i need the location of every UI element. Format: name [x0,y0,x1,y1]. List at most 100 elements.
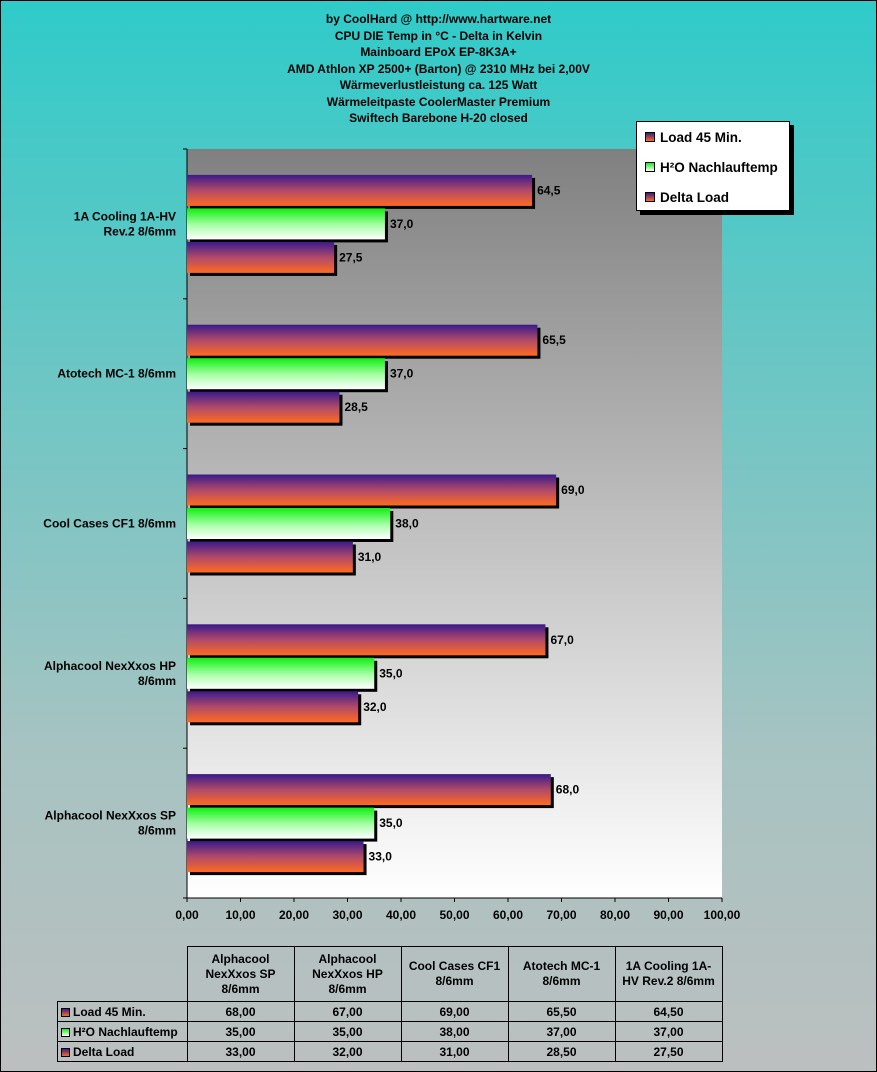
table-cell: 69,00 [400,1001,509,1022]
data-table: Alphacool NexXxos SP 8/6mm Alphacool Nex… [57,946,723,1062]
table-cell: 28,50 [507,1041,616,1062]
title-line: Mainboard EPoX EP-8K3A+ [360,45,517,59]
legend-item: Delta Load [645,187,729,207]
bar [187,508,391,539]
category-label: Rev.2 8/6mm [104,224,177,238]
header-line: Alphacool [318,951,377,966]
category-label: 1A Cooling 1A-HV [74,209,176,223]
legend: Load 45 Min. H²O Nachlauftemp Delta Load [636,121,790,211]
header-line: NexXxos HP [312,966,383,981]
bar [187,358,385,390]
data-label: 64,5 [537,183,561,197]
x-tick-label: 90,00 [653,908,683,922]
data-label: 33,0 [369,850,393,864]
table-cell: 27,50 [614,1041,723,1062]
table-cell: 64,50 [614,1001,723,1022]
table-cell: 35,00 [186,1021,295,1042]
table-row: Delta Load 33,00 32,00 31,00 28,50 27,50 [57,1041,723,1062]
table-cell: 31,00 [400,1041,509,1062]
data-label: 69,0 [561,483,585,497]
header-line: Cool Cases CF1 [408,959,501,973]
bar [187,657,375,689]
x-tick-label: 100,00 [704,908,741,922]
title-line: by CoolHard @ http://www.hartware.net [325,12,552,26]
x-tick-label: 10,00 [225,908,255,922]
row-label: Delta Load [57,1041,188,1062]
row-label-text: Delta Load [73,1044,135,1059]
table-header: Cool Cases CF1 8/6mm [400,946,509,1002]
data-label: 32,0 [363,700,387,714]
table-row: Load 45 Min. 68,00 67,00 69,00 65,50 64,… [57,1001,723,1022]
category-label: Atotech MC-1 8/6mm [57,367,176,381]
table-cell: 32,00 [293,1041,402,1062]
data-label: 68,0 [556,783,580,797]
data-label: 31,0 [358,550,382,564]
title-line: Swiftech Barebone H-20 closed [349,111,528,125]
table-header: 1A Cooling 1A- HV Rev.2 8/6mm [614,946,723,1002]
x-tick-label: 80,00 [600,908,630,922]
chart-title: by CoolHard @ http://www.hartware.net CP… [1,11,876,127]
bar [187,474,557,506]
row-swatch [61,1047,70,1057]
bar [187,624,546,656]
data-label: 35,0 [379,816,403,830]
table-cell: 67,00 [293,1001,402,1022]
header-line: 8/6mm [328,981,367,996]
axes: 0,00 10,00 20,00 30,00 40,00 50,00 60,00 70,00 8… [175,148,741,922]
table-cell: 38,00 [400,1021,509,1042]
title-line: Wärmeleitpaste CoolerMaster Premium [326,94,551,109]
category-label: Cool Cases CF1 8/6mm [43,517,176,531]
data-label: 28,5 [344,400,368,414]
row-label: H²O Nachlauftemp [57,1021,188,1042]
legend-swatch-h2o [645,162,655,172]
bar [187,324,538,356]
category-label: 8/6mm [138,824,176,838]
legend-swatch-delta [645,192,655,202]
header-line: Atotech MC-1 [522,959,601,973]
table-corner [57,946,188,1002]
row-label-text: Load 45 Min. [73,1004,146,1019]
x-tick-label: 0,00 [175,908,199,922]
header-line: HV Rev.2 8/6mm [622,974,715,988]
row-label-text: H²O Nachlauftemp [73,1024,178,1039]
legend-label: Load 45 Min. [660,129,742,145]
header-line: NexXxos SP [205,966,276,981]
data-label: 65,5 [542,333,566,347]
bar [187,174,533,206]
x-tick-label: 50,00 [439,908,469,922]
data-label: 67,0 [550,633,574,647]
bar [187,774,551,806]
header-line: 1A Cooling 1A- [625,959,712,973]
data-label: 35,0 [379,666,403,680]
data-label: 38,0 [395,517,419,531]
header-line: 8/6mm [435,974,474,988]
bar [187,208,385,240]
table-row: H²O Nachlauftemp 35,00 35,00 38,00 37,00… [57,1021,723,1042]
x-tick-label: 20,00 [279,908,309,922]
x-tick-label: 60,00 [493,908,523,922]
bar [187,691,359,723]
header-line: 8/6mm [221,981,260,996]
table-cell: 37,00 [614,1021,723,1042]
table-cell: 33,00 [186,1041,295,1062]
data-label: 37,0 [390,367,414,381]
bar [187,541,353,573]
bars [187,174,560,876]
x-tick-label: 30,00 [332,908,362,922]
data-label: 27,5 [339,250,363,264]
legend-item: H²O Nachlauftemp [645,157,778,177]
data-label: 37,0 [390,217,414,231]
category-label: Alphacool NexXxos HP [44,659,176,673]
x-tick-label: 40,00 [386,908,416,922]
legend-item: Load 45 Min. [645,127,742,147]
bar [187,391,340,423]
title-line: Wärmeverlustleistung ca. 125 Watt [339,78,538,92]
title-line: AMD Athlon XP 2500+ (Barton) @ 2310 MHz … [287,61,590,76]
legend-swatch-load [645,132,655,142]
bar [187,241,335,273]
table-cell: 68,00 [186,1001,295,1022]
table-cell: 35,00 [293,1021,402,1042]
